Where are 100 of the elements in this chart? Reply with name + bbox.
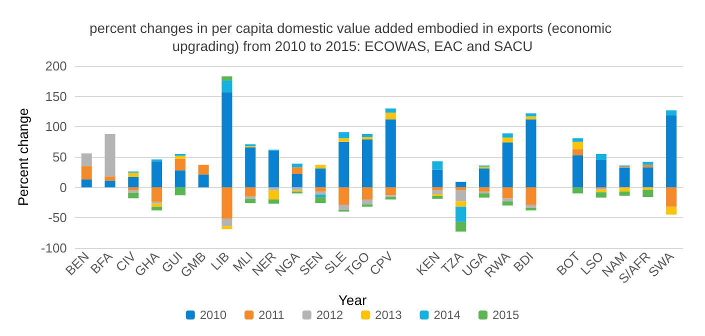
bar [385,112,396,120]
bar [174,156,186,159]
bar [128,187,139,190]
bar [222,218,232,226]
bar [666,115,677,188]
bar [362,199,373,204]
bar [596,192,606,198]
bar [526,208,536,210]
bar [526,187,536,205]
bar [572,187,584,194]
bar [81,166,92,180]
bar [362,187,373,200]
bar [478,187,490,192]
bar [385,119,396,188]
bar [152,204,162,207]
bar [478,168,490,188]
legend-label: 2011 [258,308,285,322]
bar [642,190,654,198]
bar [315,194,326,198]
bar [666,187,677,207]
x-tick-label: LIB [208,248,232,274]
bar [572,155,584,188]
bar [456,201,466,207]
bar [456,182,466,188]
legend-label: 2012 [316,308,344,322]
bar [432,190,443,194]
y-tick-label: 200 [45,58,67,74]
bar [174,170,186,188]
bar [502,201,513,206]
bar [432,187,443,190]
bar [502,198,513,202]
bar [596,154,606,160]
bar [128,172,139,178]
bar [385,108,396,113]
legend-label: 2015 [492,308,520,322]
bar [362,134,373,137]
bar [292,187,302,190]
bar [315,192,326,195]
bar [432,161,443,170]
bar [104,134,116,176]
bar [385,187,396,196]
bar [338,142,350,188]
bar [152,161,162,188]
bar [502,142,513,188]
bar [642,167,654,188]
bar [666,110,677,116]
bar [642,187,654,190]
bar [596,160,606,188]
bar [174,187,186,196]
bar [362,139,373,188]
bar [526,119,536,188]
bar [104,176,116,181]
legend-label: 2014 [434,308,461,322]
chart-title: percent changes in per capita domestic value added embodied in exports (economic upgrading) from 2010 to 2015: ECOWAS, EAC and SACU [89,20,616,54]
bar [362,136,373,140]
bar [245,147,256,188]
y-tick-label: 0 [60,180,67,195]
bar [268,187,279,190]
bar [222,187,232,219]
bar [666,206,677,215]
bar [222,80,232,92]
bar [222,92,232,188]
bar [268,190,279,200]
bar [152,206,162,210]
bar [526,204,536,208]
bar [315,197,326,204]
bar [222,226,232,230]
legend-label: 2013 [375,308,402,322]
bar [526,116,536,120]
bar [572,138,584,142]
bar [292,174,302,188]
x-axis-title: Year [338,292,367,308]
y-tick-label: 100 [45,119,67,134]
legend-label: 2010 [200,308,227,322]
bar [245,198,256,204]
y-tick-label: -50 [48,210,67,226]
bar [478,193,490,198]
x-tick-label: BDI [510,248,536,275]
bar [619,187,630,192]
bar [245,196,256,199]
bar [572,149,584,156]
bar [432,170,443,188]
y-tick-label: -100 [40,240,67,256]
bar [619,168,630,188]
bar [268,150,279,188]
bar [456,187,466,190]
bar [338,187,350,205]
bar [104,180,116,188]
bar [128,190,139,193]
bar [222,76,232,81]
bar [152,187,162,202]
bar [642,162,654,165]
bar [338,204,350,210]
bar [174,158,186,170]
bar [456,206,466,222]
bar [502,138,513,142]
bar [268,199,279,204]
bar [315,168,326,188]
bar [128,192,139,198]
bar [315,164,326,169]
